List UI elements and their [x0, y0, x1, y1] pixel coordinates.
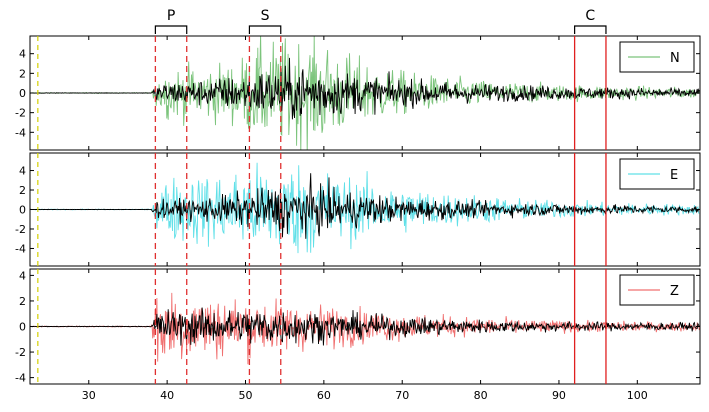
legend-label: N — [670, 51, 680, 66]
x-tick-label: 90 — [552, 389, 566, 402]
phase-bracket-c — [574, 25, 607, 34]
x-tick-label: 40 — [160, 389, 174, 402]
x-tick-label: 30 — [82, 389, 96, 402]
y-tick-label: 2 — [19, 295, 26, 308]
x-tick-label: 100 — [627, 389, 648, 402]
legend-label: E — [670, 168, 678, 183]
filtered-trace-n — [30, 57, 700, 120]
raw-trace-e — [30, 162, 700, 254]
panel-n: -4 -2 0 2 4 N — [15, 35, 701, 151]
phase-bracket-p — [154, 25, 188, 34]
y-tick-label: 0 — [19, 204, 26, 217]
y-tick-label: 4 — [19, 165, 26, 178]
y-tick-label: -2 — [15, 346, 26, 359]
panel-traces — [30, 36, 700, 150]
phase-label-c: C — [585, 8, 595, 24]
legend-label: Z — [670, 284, 679, 299]
panel-traces — [30, 292, 700, 365]
y-tick-label: -4 — [15, 126, 26, 139]
y-tick-label: -4 — [15, 372, 26, 385]
y-tick-label: -2 — [15, 223, 26, 236]
phase-label-s: S — [261, 8, 270, 24]
phase-bracket-s — [248, 25, 282, 34]
y-tick-label: -2 — [15, 107, 26, 120]
x-tick-label: 70 — [395, 389, 409, 402]
y-tick-label: 4 — [19, 269, 26, 282]
panel-traces — [30, 162, 700, 254]
x-tick-label: 50 — [238, 389, 252, 402]
y-tick-label: 0 — [19, 87, 26, 100]
filtered-trace-e — [30, 173, 700, 239]
filtered-trace-z — [30, 307, 700, 346]
panels-layer: -4 -2 0 2 4 N -4 -2 0 2 4 E -4 -2 0 2 4 Z — [15, 35, 701, 385]
x-tick-label: 80 — [474, 389, 488, 402]
y-tick-label: 2 — [19, 67, 26, 80]
y-tick-label: 2 — [19, 184, 26, 197]
y-tick-label: -4 — [15, 242, 26, 255]
x-tick-label: 60 — [317, 389, 331, 402]
x-axis: 30 40 50 60 70 80 90 100 — [82, 389, 648, 402]
phase-label-p: P — [167, 8, 175, 24]
raw-trace-z — [30, 292, 700, 365]
panel-e: -4 -2 0 2 4 E — [15, 152, 701, 267]
y-tick-label: 4 — [19, 48, 26, 61]
panel-z: -4 -2 0 2 4 Z — [15, 268, 701, 385]
y-tick-label: 0 — [19, 321, 26, 334]
